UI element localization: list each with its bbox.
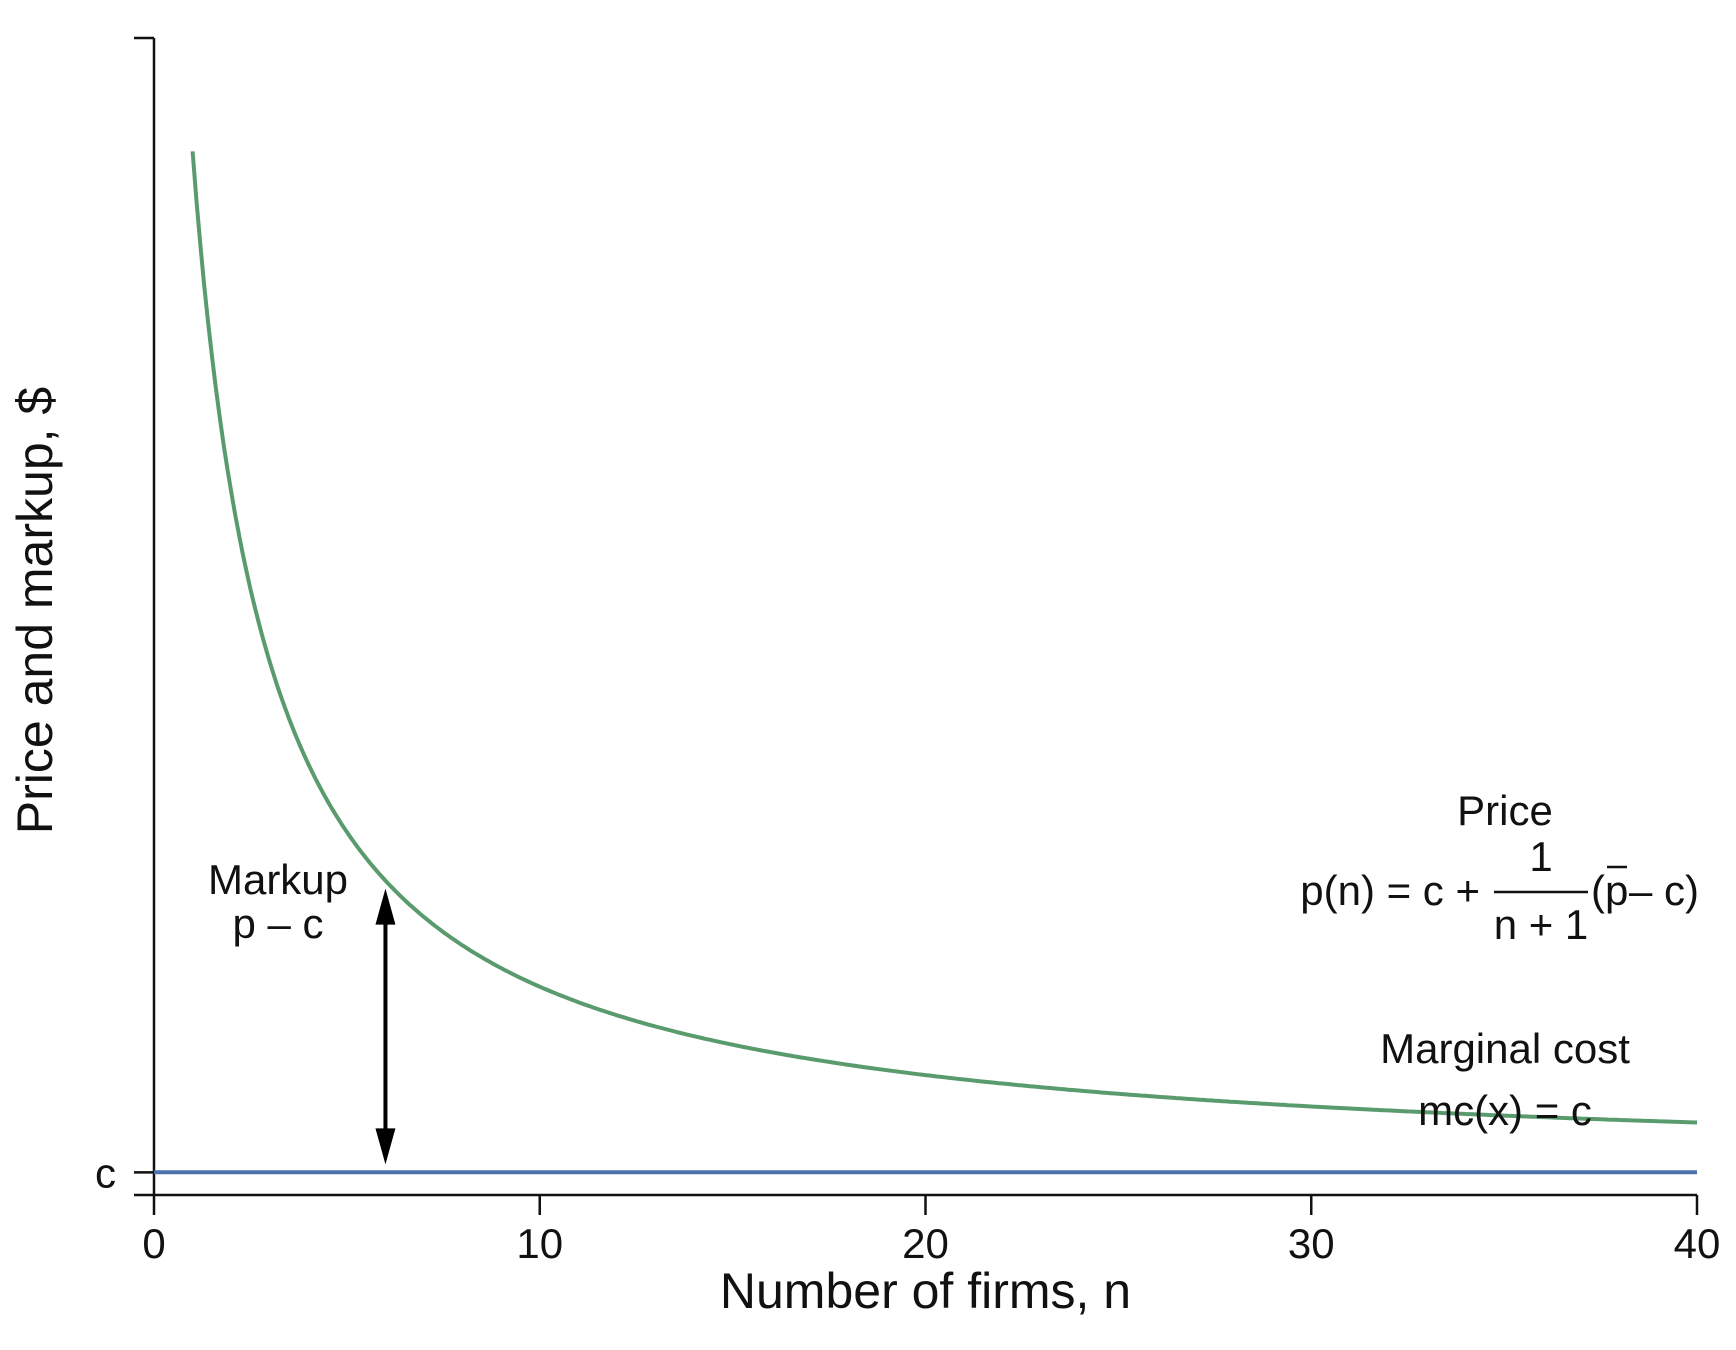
markup-arrow-head-down [375, 1128, 396, 1165]
price-formula-numerator: 1 [1529, 833, 1552, 880]
x-axis-title: Number of firms, n [720, 1263, 1131, 1319]
price-formula-rhs: – c) [1629, 867, 1699, 914]
x-tick-label: 0 [142, 1220, 165, 1267]
price-curve [190, 151, 1698, 1125]
x-tick-label: 30 [1288, 1220, 1335, 1267]
y-ticks: c [95, 1149, 154, 1196]
markup-arrow-head-up [375, 888, 396, 925]
x-tick-label: 10 [516, 1220, 563, 1267]
x-ticks: 0 10 20 30 40 [142, 1195, 1720, 1267]
markup-formula: p – c [232, 900, 323, 947]
y-tick-label: c [95, 1149, 116, 1196]
series-layer [154, 151, 1698, 1175]
price-formula-p-bar: p [1605, 867, 1628, 914]
price-formula-denominator: n + 1 [1494, 901, 1589, 948]
x-tick-label: 20 [902, 1220, 949, 1267]
x-tick-label: 40 [1674, 1220, 1721, 1267]
price-label: Price [1457, 787, 1553, 834]
price-formula-open-paren: ( [1591, 867, 1605, 914]
marginal-cost-label: Marginal cost [1380, 1025, 1630, 1072]
markup-arrow [375, 888, 396, 1165]
y-axis-title: Price and markup, $ [7, 387, 63, 834]
price-formula-lhs: p(n) = c + [1300, 867, 1480, 914]
axes [134, 36, 1697, 1197]
markup-label: Markup [208, 856, 348, 903]
marginal-cost-formula: mc(x) = c [1418, 1087, 1592, 1134]
